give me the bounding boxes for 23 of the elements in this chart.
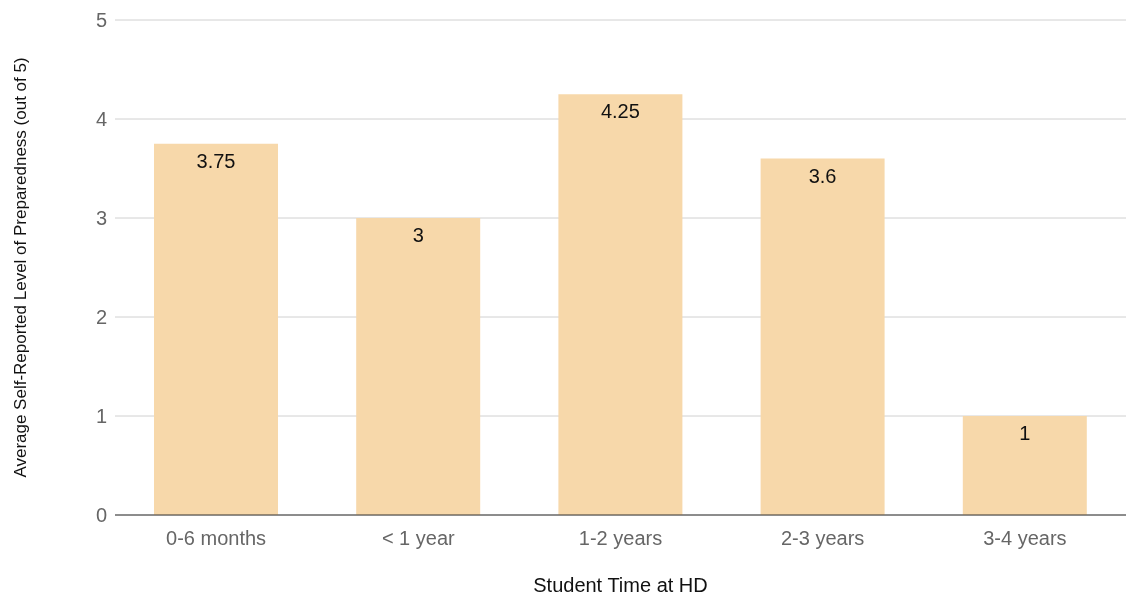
bar xyxy=(962,416,1087,515)
x-tick-label: 3-4 years xyxy=(983,527,1067,550)
x-axis-title: Student Time at HD xyxy=(533,574,708,596)
bar xyxy=(154,143,278,515)
y-tick-label: 5 xyxy=(95,9,107,32)
x-tick-label: 2-3 years xyxy=(781,527,865,550)
x-tick-label: 0-6 months xyxy=(166,527,267,550)
bar xyxy=(760,158,885,515)
bar xyxy=(356,218,481,515)
data-label: 3.75 xyxy=(196,149,236,172)
y-tick-label: 4 xyxy=(95,108,107,131)
y-tick-label: 0 xyxy=(95,504,107,527)
y-tick-label: 2 xyxy=(95,306,107,329)
x-tick-label: 1-2 years xyxy=(578,527,663,550)
data-label: 3 xyxy=(412,224,424,247)
data-label: 3.6 xyxy=(808,164,837,187)
data-label: 4.25 xyxy=(600,100,640,123)
x-tick-label: < 1 year xyxy=(381,527,456,550)
y-tick-label: 3 xyxy=(95,207,107,230)
y-axis-title: Average Self-Reported Level of Preparedness (out of 5) xyxy=(11,57,31,478)
bar xyxy=(558,94,683,515)
data-label: 1 xyxy=(1019,422,1031,445)
y-tick-label: 1 xyxy=(95,405,107,428)
